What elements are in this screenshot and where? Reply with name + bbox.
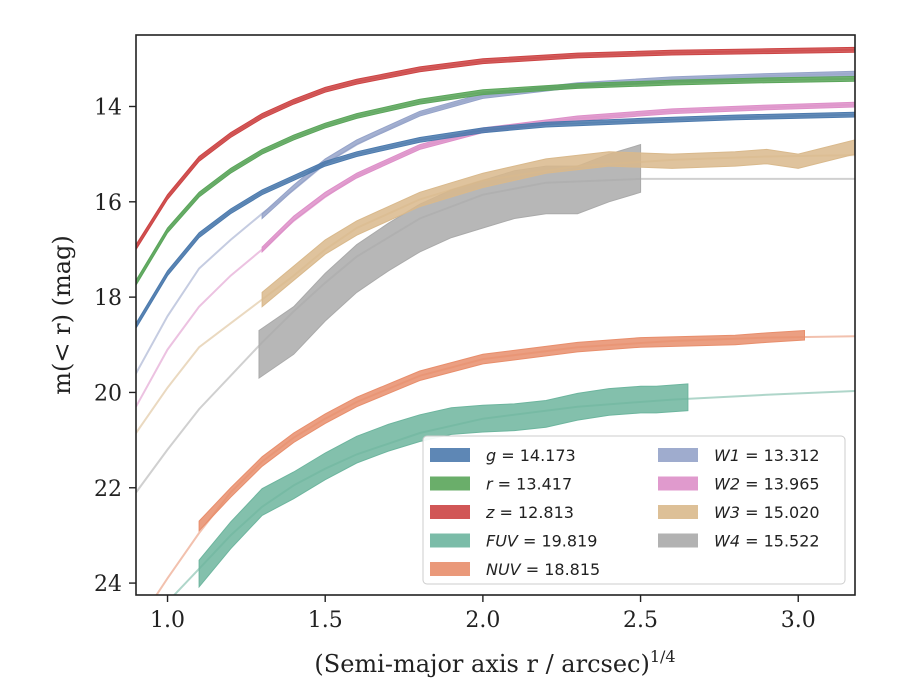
legend-entry-z: z = 12.813 [485,503,574,522]
legend-swatch-w1 [658,448,698,462]
y-tick-label: 22 [94,477,122,502]
x-tick-label: 3.0 [781,608,816,633]
x-tick-label: 2.0 [465,608,500,633]
legend: g = 14.173 r = 13.417 z = 12.813 FUV = 19.8… [423,436,845,584]
legend-swatch-r [430,477,470,491]
legend-swatch-w4 [658,534,698,548]
legend-swatch-w2 [658,477,698,491]
legend-swatch-g [430,448,470,462]
legend-swatch-nuv [430,562,470,576]
legend-entry-w1: W1 = 13.312 [714,446,820,465]
legend-swatch-z [430,505,470,519]
legend-entry-r: r = 13.417 [486,475,572,494]
legend-swatch-fuv [430,534,470,548]
legend-entry-w4: W4 = 15.522 [714,532,820,551]
y-tick-label: 20 [94,381,122,406]
y-tick-label: 16 [94,191,122,216]
x-tick-label: 2.5 [623,608,658,633]
magnitude-growth-chart: 1.0 1.5 2.0 2.5 3.0 14 16 18 20 22 24 (Semi-major … [0,0,900,700]
x-tick-label: 1.5 [308,608,343,633]
legend-entry-w2: W2 = 13.965 [714,475,820,494]
y-tick-label: 14 [94,95,122,120]
x-axis-label: (Semi-major axis r / arcsec)1/4 [314,647,675,678]
y-tick-label: 18 [94,286,122,311]
legend-entry-nuv: NUV = 18.815 [486,560,600,579]
legend-entry-fuv: FUV = 19.819 [486,532,597,551]
legend-swatch-w3 [658,505,698,519]
legend-entry-w3: W3 = 15.020 [714,503,820,522]
y-axis-label: m(< r) (mag) [48,235,76,394]
x-tick-label: 1.0 [150,608,185,633]
legend-entry-g: g = 14.173 [486,446,576,465]
y-tick-label: 24 [94,572,122,597]
